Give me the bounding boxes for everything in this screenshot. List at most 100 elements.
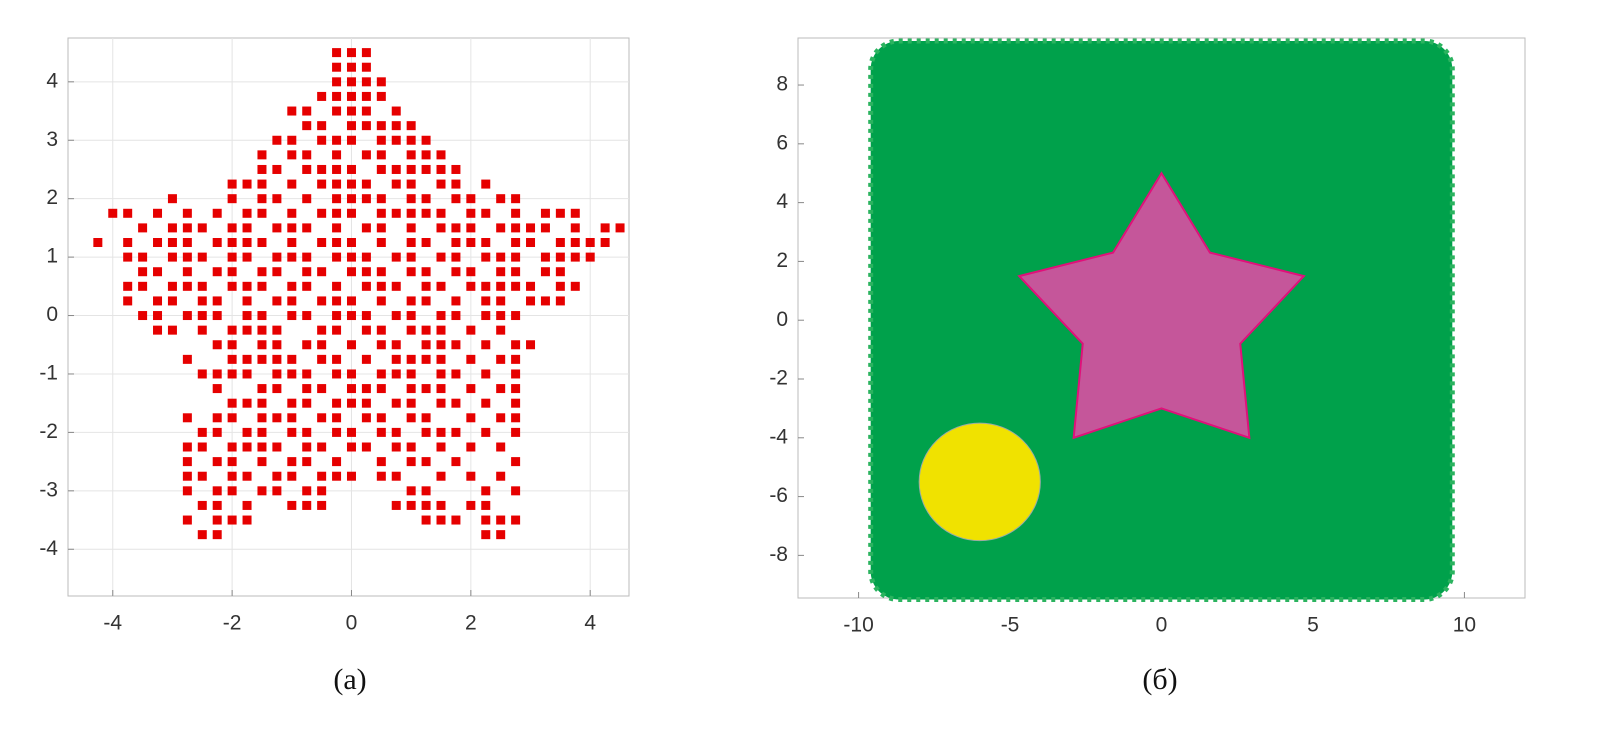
point — [317, 238, 327, 248]
point — [376, 369, 386, 379]
point — [242, 471, 252, 481]
point — [481, 179, 491, 189]
point — [421, 515, 431, 525]
point — [257, 325, 267, 335]
point — [167, 281, 177, 291]
point — [272, 369, 282, 379]
point — [317, 267, 327, 277]
point — [153, 311, 163, 321]
point — [302, 281, 312, 291]
point — [496, 252, 506, 262]
point — [332, 48, 342, 58]
point — [93, 238, 103, 248]
point — [287, 471, 297, 481]
point — [451, 164, 461, 174]
point — [212, 457, 222, 467]
point — [600, 223, 610, 233]
point — [391, 369, 401, 379]
point — [421, 150, 431, 160]
point — [511, 238, 521, 248]
point — [346, 442, 356, 452]
point — [376, 340, 386, 350]
point — [182, 354, 192, 364]
point — [436, 325, 446, 335]
point — [287, 354, 297, 364]
point — [346, 48, 356, 58]
point — [361, 121, 371, 131]
point — [346, 91, 356, 101]
y-tick-label: -8 — [769, 543, 788, 566]
point — [257, 238, 267, 248]
point — [421, 457, 431, 467]
point — [197, 281, 207, 291]
point — [496, 530, 506, 540]
point — [406, 223, 416, 233]
point — [153, 267, 163, 277]
point — [212, 486, 222, 496]
point — [108, 208, 118, 218]
point — [570, 238, 580, 248]
point — [406, 442, 416, 452]
point — [466, 413, 476, 423]
point — [242, 369, 252, 379]
point — [406, 267, 416, 277]
point — [227, 267, 237, 277]
point — [406, 252, 416, 262]
point — [555, 238, 565, 248]
y-tick-label: 4 — [46, 69, 58, 92]
point — [496, 325, 506, 335]
point — [212, 369, 222, 379]
point — [451, 238, 461, 248]
point — [555, 281, 565, 291]
point — [406, 384, 416, 394]
point — [511, 194, 521, 204]
point — [376, 164, 386, 174]
point — [406, 486, 416, 496]
point — [496, 384, 506, 394]
point — [227, 442, 237, 452]
point — [496, 471, 506, 481]
point — [361, 179, 371, 189]
point — [302, 369, 312, 379]
point — [346, 427, 356, 437]
y-tick-label: -4 — [39, 537, 58, 560]
point — [332, 471, 342, 481]
point — [182, 442, 192, 452]
point — [555, 208, 565, 218]
point — [376, 413, 386, 423]
point — [451, 515, 461, 525]
point — [406, 413, 416, 423]
point — [406, 121, 416, 131]
point — [182, 223, 192, 233]
point — [376, 384, 386, 394]
y-tick-label: 1 — [46, 245, 58, 268]
point — [272, 194, 282, 204]
point — [242, 427, 252, 437]
point — [182, 457, 192, 467]
point — [406, 296, 416, 306]
point — [317, 500, 327, 510]
point — [436, 515, 446, 525]
point — [302, 194, 312, 204]
point — [361, 384, 371, 394]
point — [332, 413, 342, 423]
point — [391, 340, 401, 350]
point — [272, 471, 282, 481]
point — [227, 457, 237, 467]
point — [496, 296, 506, 306]
point — [511, 252, 521, 262]
point — [451, 252, 461, 262]
point — [361, 77, 371, 87]
point — [346, 471, 356, 481]
point — [436, 354, 446, 364]
point — [197, 442, 207, 452]
point — [511, 427, 521, 437]
point — [346, 106, 356, 116]
point — [481, 515, 491, 525]
point — [496, 223, 506, 233]
point — [466, 223, 476, 233]
point — [346, 179, 356, 189]
point — [227, 252, 237, 262]
point — [227, 194, 237, 204]
point — [391, 471, 401, 481]
